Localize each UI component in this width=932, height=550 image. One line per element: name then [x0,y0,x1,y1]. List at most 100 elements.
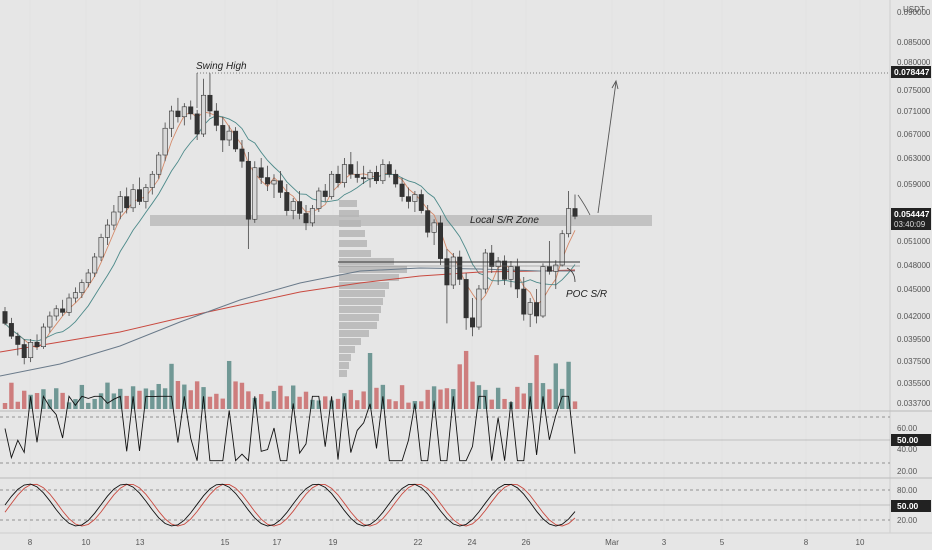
candle-body[interactable] [111,211,117,226]
candle-body[interactable] [277,180,283,193]
candle-body[interactable] [386,164,392,175]
candle-body[interactable] [85,272,91,283]
candle-body[interactable] [438,222,444,259]
candle-body[interactable] [309,208,315,224]
candle-body[interactable] [169,110,175,129]
candle-body[interactable] [470,317,476,328]
candle-body[interactable] [252,167,258,220]
candle-body[interactable] [92,256,98,274]
candle-body[interactable] [354,173,360,178]
candle-body[interactable] [290,201,296,211]
candle-body[interactable] [534,302,540,317]
volume-profile-bar [339,354,351,361]
volume-profile-bar [339,346,355,353]
candles[interactable] [2,73,578,365]
candle-body[interactable] [175,110,181,118]
candle-body[interactable] [514,266,520,290]
candle-body[interactable] [399,183,405,197]
candle-body[interactable] [201,94,207,135]
candle-body[interactable] [489,252,495,267]
candle-body[interactable] [47,315,53,328]
candle-body[interactable] [265,177,271,185]
candle-body[interactable] [303,213,309,224]
candle-body[interactable] [508,266,514,280]
candle-body[interactable] [502,260,508,280]
candle-body[interactable] [149,173,155,188]
candle-body[interactable] [546,266,552,272]
candle-body[interactable] [72,292,78,299]
candle-body[interactable] [297,201,303,214]
candle-body[interactable] [444,258,450,286]
candle-body[interactable] [559,233,565,266]
candle-body[interactable] [540,266,546,317]
candle-body[interactable] [213,110,219,126]
candle-body[interactable] [425,210,431,233]
candle-body[interactable] [8,323,14,337]
candle-body[interactable] [194,113,200,135]
candle-body[interactable] [15,335,21,345]
candle-body[interactable] [553,264,559,272]
candle-body[interactable] [181,106,187,118]
candle-body[interactable] [233,130,239,150]
candle-body[interactable] [98,237,104,258]
candle-body[interactable] [226,130,232,141]
price-tick-label: 0.063000 [897,154,931,163]
candle-body[interactable] [527,302,533,315]
candle-body[interactable] [322,190,328,197]
candle-body[interactable] [418,194,424,211]
candle-body[interactable] [188,106,194,115]
candle-body[interactable] [79,282,85,293]
candle-body[interactable] [104,224,110,238]
candle-body[interactable] [431,222,437,233]
candle-body[interactable] [239,148,245,162]
candle-body[interactable] [335,173,341,183]
candle-body[interactable] [361,177,367,180]
candle-body[interactable] [34,341,40,347]
candle-body[interactable] [53,308,59,317]
candle-body[interactable] [162,127,168,156]
candle-body[interactable] [412,194,418,202]
candle-body[interactable] [380,164,386,182]
candle-body[interactable] [482,252,488,290]
candle-body[interactable] [476,288,482,328]
candle-body[interactable] [367,172,373,180]
candle-body[interactable] [117,196,123,213]
candle-body[interactable] [521,288,527,315]
candle-body[interactable] [329,173,335,197]
candle-body[interactable] [258,167,264,178]
candle-body[interactable] [495,260,501,267]
candle-body[interactable] [457,256,463,280]
candle-body[interactable] [450,256,456,286]
candle-body[interactable] [124,196,130,209]
candle-body[interactable] [284,192,290,211]
candle-body[interactable] [245,160,251,220]
candle-body[interactable] [341,164,347,184]
candle-body[interactable] [143,187,149,202]
stoch-tick-80: 80.00 [897,486,918,495]
candle-body[interactable] [572,208,578,217]
volume-bar [22,390,27,409]
candle-body[interactable] [207,94,213,112]
candle-body[interactable] [373,172,379,182]
candle-body[interactable] [136,189,142,202]
candle-body[interactable] [393,173,399,185]
candle-body[interactable] [60,308,66,313]
candle-body[interactable] [21,344,27,358]
candle-body[interactable] [348,164,354,175]
volume-profile-bar [339,200,357,207]
candle-body[interactable] [66,297,72,313]
candle-body[interactable] [130,189,136,209]
candle-body[interactable] [405,196,411,202]
candle-body[interactable] [2,311,8,324]
candle-body[interactable] [463,279,469,319]
candle-body[interactable] [28,341,34,358]
candle-body[interactable] [271,180,277,185]
candle-body[interactable] [156,154,162,175]
candle-body[interactable] [220,125,226,141]
candle-body[interactable] [316,190,322,209]
candle-body[interactable] [40,326,46,348]
candle-body[interactable] [566,208,572,235]
volume-bar [188,390,193,409]
swing-high-price-tag: 0.078447 [891,66,931,78]
